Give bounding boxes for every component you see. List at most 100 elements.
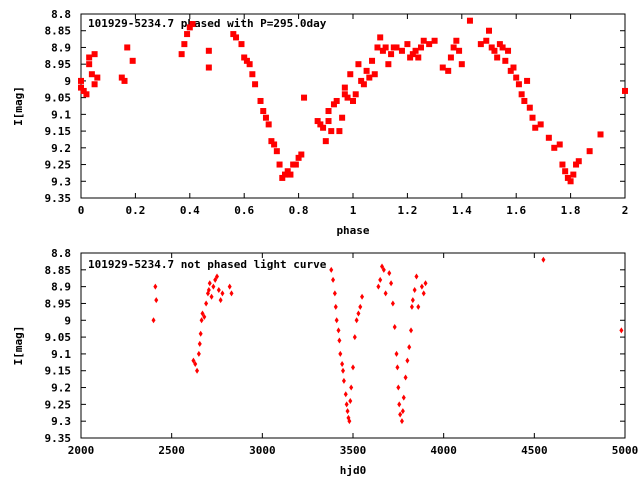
unphased-y-tick-label: 8.85 bbox=[45, 264, 72, 277]
data-point bbox=[329, 266, 334, 273]
data-point bbox=[198, 330, 203, 337]
unphased-x-axis-title: hjd0 bbox=[340, 464, 367, 477]
data-point bbox=[398, 411, 403, 418]
data-point bbox=[249, 71, 256, 78]
data-point bbox=[295, 154, 302, 161]
phased-y-tick-label: 8.9 bbox=[51, 41, 71, 54]
data-point bbox=[229, 290, 234, 297]
data-point bbox=[400, 408, 405, 415]
phased-x-tick-label: 1.2 bbox=[397, 204, 417, 217]
unphased-x-tick-label: 2000 bbox=[68, 444, 95, 457]
data-point bbox=[477, 41, 484, 48]
data-point bbox=[510, 64, 517, 71]
data-point bbox=[338, 350, 343, 357]
unphased-y-tick-label: 9.2 bbox=[51, 382, 71, 395]
data-point bbox=[325, 118, 332, 125]
data-point bbox=[518, 91, 525, 98]
data-point bbox=[453, 37, 460, 44]
data-point bbox=[282, 171, 288, 178]
data-point bbox=[243, 57, 250, 64]
unphased-y-tick-label: 9.3 bbox=[51, 415, 71, 428]
phased-y-tick-label: 9.25 bbox=[45, 159, 72, 172]
data-point bbox=[403, 374, 408, 381]
data-point bbox=[399, 418, 404, 425]
unphased-x-tick-label: 4500 bbox=[521, 444, 548, 457]
data-point bbox=[276, 161, 283, 168]
data-point bbox=[78, 84, 84, 91]
data-point bbox=[379, 47, 386, 54]
data-point bbox=[420, 37, 427, 44]
data-point bbox=[344, 401, 349, 408]
data-point bbox=[524, 77, 531, 84]
data-point bbox=[394, 350, 399, 357]
data-point bbox=[387, 270, 392, 277]
data-point bbox=[405, 357, 410, 364]
data-point bbox=[378, 276, 383, 283]
phased-x-tick-label: 0.6 bbox=[234, 204, 254, 217]
data-point bbox=[332, 290, 337, 297]
data-point bbox=[211, 283, 216, 290]
unphased-x-tick-label: 3000 bbox=[249, 444, 276, 457]
data-point bbox=[354, 317, 359, 324]
data-point bbox=[416, 303, 421, 310]
data-point bbox=[419, 283, 424, 290]
data-point bbox=[345, 408, 350, 415]
phased-x-tick-label: 0.4 bbox=[180, 204, 200, 217]
data-point bbox=[124, 44, 131, 51]
data-point bbox=[619, 327, 624, 334]
data-point bbox=[343, 391, 348, 398]
data-point bbox=[213, 276, 218, 283]
phased-y-tick-label: 9.2 bbox=[51, 142, 71, 155]
data-point bbox=[200, 310, 205, 317]
data-point bbox=[575, 158, 582, 165]
unphased-x-tick-label: 3500 bbox=[340, 444, 367, 457]
data-point bbox=[341, 84, 348, 91]
unphased-y-tick-label: 9.15 bbox=[45, 365, 72, 378]
data-point bbox=[622, 87, 628, 94]
data-point bbox=[257, 97, 264, 104]
data-point bbox=[337, 337, 342, 344]
data-point bbox=[551, 144, 558, 151]
data-point bbox=[205, 64, 212, 71]
data-point bbox=[189, 21, 196, 28]
data-point bbox=[83, 91, 90, 98]
data-point bbox=[252, 81, 259, 88]
unphased-light-curve-plot: 2000 2500 3000 3500 4000 4500 5000 8.8 8.85 8.9 8.… bbox=[12, 247, 638, 477]
data-point bbox=[507, 67, 514, 74]
phased-y-tick-label: 9.35 bbox=[45, 192, 72, 205]
data-point bbox=[356, 310, 361, 317]
data-point bbox=[347, 71, 354, 78]
phased-plot-title: 101929-5234.7 phased with P=295.0day bbox=[88, 17, 327, 30]
data-point bbox=[181, 41, 188, 48]
data-point bbox=[331, 276, 336, 283]
data-point bbox=[230, 31, 237, 38]
unphased-y-tick-label: 9 bbox=[64, 314, 71, 327]
data-point bbox=[336, 327, 341, 334]
phased-y-tick-label: 9.05 bbox=[45, 92, 72, 105]
data-point bbox=[216, 287, 221, 293]
data-point bbox=[241, 54, 248, 61]
data-point bbox=[86, 61, 93, 68]
unphased-y-tick-label: 8.95 bbox=[45, 297, 72, 310]
data-point bbox=[499, 44, 506, 51]
data-point bbox=[292, 161, 299, 168]
data-point bbox=[94, 74, 101, 81]
data-point bbox=[80, 87, 87, 94]
data-point bbox=[529, 114, 536, 121]
data-point bbox=[330, 101, 337, 108]
data-point bbox=[564, 174, 571, 181]
data-point bbox=[197, 340, 202, 347]
data-point bbox=[567, 178, 574, 185]
data-point bbox=[262, 114, 269, 121]
unphased-x-tick-label: 4000 bbox=[430, 444, 457, 457]
data-point bbox=[369, 57, 376, 64]
data-point bbox=[401, 394, 406, 401]
data-point bbox=[450, 44, 457, 51]
data-point bbox=[91, 81, 98, 88]
data-point bbox=[412, 47, 419, 54]
data-point bbox=[347, 418, 352, 425]
data-point bbox=[513, 74, 520, 81]
data-point bbox=[333, 97, 340, 104]
phased-x-tick-label: 2 bbox=[622, 204, 629, 217]
data-point bbox=[246, 61, 253, 68]
